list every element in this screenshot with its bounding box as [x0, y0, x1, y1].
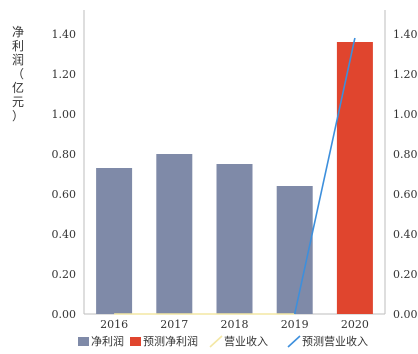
right-tick-label: 1.40 — [393, 28, 418, 41]
legend-swatch-forecast-net-profit — [130, 337, 141, 346]
bar-0-2 — [216, 164, 253, 314]
y-axis-label-char: 润 — [12, 53, 24, 67]
legend-label-net-profit: 净利润 — [91, 334, 124, 348]
left-tick-labels: 0.00 0.20 0.40 0.60 0.80 1.00 1.20 1.40 — [52, 28, 77, 321]
x-tick-label: 2019 — [281, 318, 309, 331]
left-tick-label: 0.80 — [52, 148, 77, 161]
bar-0-0 — [96, 168, 133, 314]
left-tick-label: 1.40 — [52, 28, 77, 41]
left-tick-label: 1.00 — [52, 108, 77, 121]
legend-label-forecast-net-profit: 预测净利润 — [143, 334, 198, 348]
left-tick-label: 0.00 — [52, 308, 77, 321]
bar-0-3 — [276, 186, 313, 314]
left-tick-label: 0.60 — [52, 188, 77, 201]
y-axis-label-char: 亿 — [12, 80, 24, 95]
legend-label-forecast-revenue: 预测营业收入 — [302, 334, 368, 348]
y-axis-label-char: 利 — [12, 39, 24, 53]
right-tick-labels: 0.00 0.20 0.40 0.60 0.80 1.00 1.20 1.40 — [393, 28, 418, 321]
legend-label-revenue: 营业收入 — [224, 334, 268, 348]
right-tick-label: 0.80 — [393, 148, 418, 161]
legend-swatch-revenue — [209, 335, 223, 348]
bar-0-1 — [156, 154, 193, 314]
right-tick-label: 1.20 — [393, 68, 418, 81]
y-axis-label-char: ） — [12, 109, 24, 123]
y-axis-label-char: （ — [12, 67, 24, 81]
right-tick-label: 1.00 — [393, 108, 418, 121]
left-tick-label: 1.20 — [52, 68, 77, 81]
bar-1-4 — [336, 42, 373, 314]
x-tick-labels: 2016 2017 2018 2019 2020 — [100, 318, 369, 331]
right-tick-label: 0.60 — [393, 188, 418, 201]
x-tick-label: 2017 — [160, 318, 188, 331]
y-axis-label: 净利润（亿元） — [12, 25, 24, 123]
x-tick-label: 2018 — [221, 318, 249, 331]
right-tick-label: 0.00 — [393, 308, 418, 321]
bars — [96, 42, 373, 314]
x-tick-label: 2016 — [100, 318, 128, 331]
left-tick-label: 0.20 — [52, 268, 77, 281]
lines — [114, 37, 356, 315]
y-axis-label-char: 元 — [12, 95, 24, 109]
legend-swatch-forecast-revenue — [287, 335, 301, 348]
x-tick-label: 2020 — [341, 318, 369, 331]
line-series-3 — [293, 37, 356, 315]
y-axis-label-char: 净 — [12, 25, 24, 39]
right-tick-label: 0.40 — [393, 228, 418, 241]
legend: 净利润 预测净利润 营业收入 预测营业收入 — [78, 334, 368, 348]
left-tick-label: 0.40 — [52, 228, 77, 241]
legend-swatch-net-profit — [78, 337, 89, 346]
right-tick-label: 0.20 — [393, 268, 418, 281]
